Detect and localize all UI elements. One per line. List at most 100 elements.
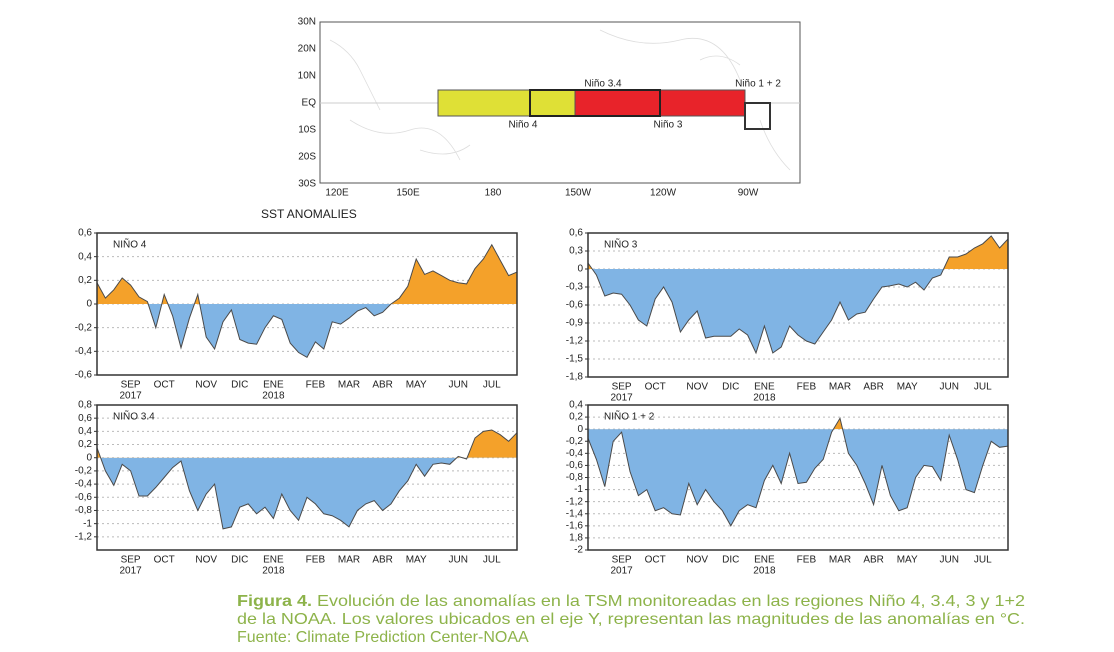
negative-area [588,429,1008,526]
frame [587,404,1009,551]
y-tick-label: -0,6 [75,492,93,503]
negative-area [588,269,1008,353]
x-year-label: 2017 [119,566,142,577]
x-tick-label: FEB [797,382,817,393]
y-tick-label: -0,4 [566,448,584,459]
x-tick-label: FEB [306,555,326,566]
x-tick-label: DIC [231,380,248,391]
y-tick-label: -0,8 [566,472,584,483]
y-tick-label: 0 [577,424,583,435]
y-tick-label: 0,3 [569,246,583,257]
y-tick-label: -0,2 [75,322,93,333]
line [96,429,518,530]
y-tick-label: -1,8 [566,372,584,383]
negative-area [97,304,517,358]
caption-line: Figura 4. Evolución de las anomalías en … [237,593,1025,610]
x-tick-label: ENE [754,382,775,393]
x-tick-label: JUL [483,380,501,391]
x-year-label: 2018 [753,393,776,404]
lat-label: 30S [298,179,316,190]
chart-title: NIÑO 4 [113,238,147,251]
x-tick-label: DIC [722,555,739,566]
x-tick-label: OCT [154,555,175,566]
y-tick-label: -0,8 [75,505,93,516]
x-tick-label: MAY [897,555,918,566]
x-tick-label: DIC [722,382,739,393]
x-tick-label: SEP [612,382,632,393]
y-tick-label: 0,2 [569,412,583,423]
y-tick-label: 0,6 [78,228,92,239]
x-tick-label: NOV [686,382,708,393]
line [587,235,1009,355]
region-label: Niño 4 [509,120,538,131]
x-year-label: 2018 [262,566,285,577]
y-tick-label: -0,2 [566,436,584,447]
y-tick-label: -0,4 [75,346,93,357]
lon-label: 90W [738,188,759,199]
frame [96,232,518,376]
x-tick-label: MAY [406,555,427,566]
lat-label: 20S [298,152,316,163]
y-tick-label: -1 [574,484,583,495]
x-tick-label: MAY [897,382,918,393]
x-year-label: 2018 [262,391,285,402]
y-tick-label: -0,6 [566,300,584,311]
x-tick-label: JUN [939,555,958,566]
positive-area [97,430,517,458]
y-tick-label: -1,6 [566,520,584,531]
x-tick-label: JUN [939,382,958,393]
lon-label: 120E [325,188,349,199]
y-tick-label: 0 [86,452,92,463]
y-tick-label: 0,6 [569,228,583,239]
chart: 0,8 0,6 0,4 0,2 0 -0,2 -0,4 -0,6 -0,8 -1 -1,2 NIÑO … [75,400,518,577]
caption-text: Evolución de las anomalías en la TSM mon… [312,593,1025,610]
x-tick-label: OCT [645,382,666,393]
y-tick-label: -1,5 [566,354,584,365]
region-label: Niño 1 + 2 [735,79,781,90]
x-tick-label: JUL [483,555,501,566]
x-tick-label: MAR [829,382,851,393]
y-tick-label: 0,4 [569,400,583,411]
y-tick-label: 0,6 [78,413,92,424]
lat-label: 10N [298,71,316,82]
map: Niño 4 Niño 3.4 Niño 3 Niño 1 + 2 30N 20N… [298,17,801,199]
region-label: Niño 3 [654,120,683,131]
y-tick-label: -1,4 [566,508,584,519]
x-tick-label: ABR [863,555,884,566]
frame [587,232,1009,378]
region-label: Niño 3.4 [584,79,622,90]
y-tick-label: -0,2 [75,466,93,477]
lon-label: 120W [650,188,677,199]
x-tick-label: SEP [121,380,141,391]
heading: SST ANOMALIES [261,207,357,221]
caption-label: Figura 4. [237,593,312,610]
y-tick-label: -1,2 [75,531,93,542]
lon-label: 150E [396,188,420,199]
y-tick-label: 0,4 [78,251,92,262]
line [587,416,1009,527]
lat-label: 30N [298,17,316,28]
y-tick-label: -1 [83,518,92,529]
x-tick-label: SEP [612,555,632,566]
line [96,243,518,358]
x-year-label: 2018 [753,566,776,577]
nino34-region [529,89,661,117]
y-tick-label: -0,4 [75,479,93,490]
nino4-region [437,89,576,117]
caption-line: de la NOAA. Los valores ubicados en el e… [237,611,1025,628]
x-tick-label: FEB [306,380,326,391]
x-tick-label: SEP [121,555,141,566]
negative-area [100,457,468,529]
x-tick-label: ENE [263,380,284,391]
y-tick-label: -1,2 [566,496,584,507]
x-tick-label: JUL [974,382,992,393]
x-tick-label: ENE [754,555,775,566]
nino12-region [744,102,771,130]
chart-title: NIÑO 3 [604,238,638,251]
x-tick-label: ABR [863,382,884,393]
x-year-label: 2017 [610,393,633,404]
x-tick-label: ABR [372,380,393,391]
coastline [329,29,791,171]
